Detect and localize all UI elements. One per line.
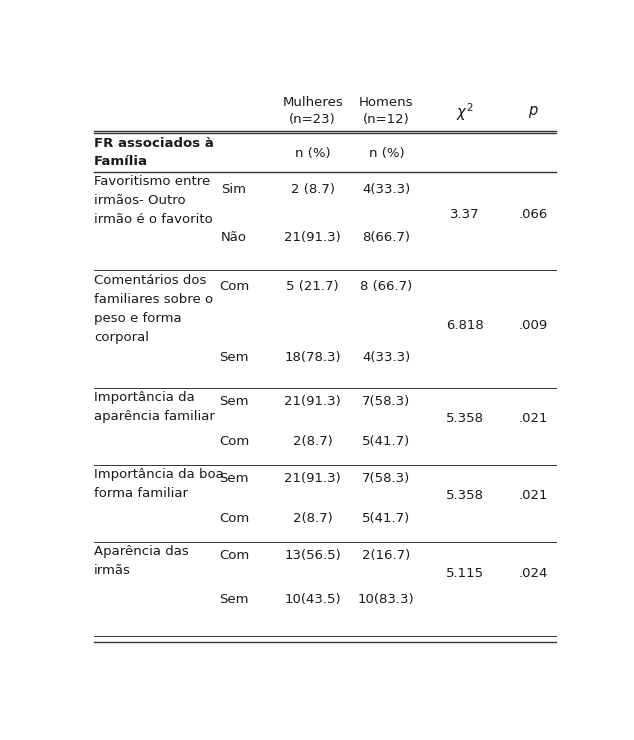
Text: 5.115: 5.115 (446, 568, 484, 580)
Text: 10(83.3): 10(83.3) (358, 593, 415, 606)
Text: Não: Não (221, 231, 247, 244)
Text: 7(58.3): 7(58.3) (362, 472, 410, 485)
Text: $\chi^2$: $\chi^2$ (456, 101, 474, 123)
Text: 7(58.3): 7(58.3) (362, 395, 410, 408)
Text: 5(41.7): 5(41.7) (362, 512, 410, 525)
Text: 21(91.3): 21(91.3) (284, 395, 341, 408)
Text: Com: Com (219, 435, 249, 448)
Text: 8 (66.7): 8 (66.7) (360, 280, 413, 293)
Text: 4(33.3): 4(33.3) (362, 351, 410, 363)
Text: 2(8.7): 2(8.7) (293, 512, 332, 525)
Text: Sem: Sem (219, 351, 249, 363)
Text: 2 (8.7): 2 (8.7) (290, 183, 335, 196)
Text: 21(91.3): 21(91.3) (284, 472, 341, 485)
Text: 13(56.5): 13(56.5) (284, 549, 341, 562)
Text: 4(33.3): 4(33.3) (362, 183, 410, 196)
Text: Sem: Sem (219, 395, 249, 408)
Text: Com: Com (219, 280, 249, 293)
Text: 8(66.7): 8(66.7) (363, 231, 410, 244)
Text: .021: .021 (519, 489, 548, 502)
Text: $p$: $p$ (528, 104, 539, 120)
Text: Importância da
aparência familiar: Importância da aparência familiar (94, 391, 215, 423)
Text: 5.358: 5.358 (446, 489, 484, 502)
Text: Aparência das
irmãs: Aparência das irmãs (94, 545, 189, 576)
Text: FR associados à
Família: FR associados à Família (94, 137, 214, 167)
Text: 5.358: 5.358 (446, 412, 484, 425)
Text: 18(78.3): 18(78.3) (284, 351, 341, 363)
Text: .066: .066 (519, 208, 548, 221)
Text: .009: .009 (519, 320, 548, 332)
Text: Com: Com (219, 512, 249, 525)
Text: Comentários dos
familiares sobre o
peso e forma
corporal: Comentários dos familiares sobre o peso … (94, 274, 213, 343)
Text: 21(91.3): 21(91.3) (284, 231, 341, 244)
Text: 2(8.7): 2(8.7) (293, 435, 332, 448)
Text: Importância da boa
forma familiar: Importância da boa forma familiar (94, 468, 224, 500)
Text: Sem: Sem (219, 593, 249, 606)
Text: Favoritismo entre
irmãos- Outro
irmão é o favorito: Favoritismo entre irmãos- Outro irmão é … (94, 175, 213, 226)
Text: Sim: Sim (221, 183, 247, 196)
Text: 5(41.7): 5(41.7) (362, 435, 410, 448)
Text: 6.818: 6.818 (446, 320, 484, 332)
Text: Homens
(n=12): Homens (n=12) (359, 96, 413, 127)
Text: Com: Com (219, 549, 249, 562)
Text: .021: .021 (519, 412, 548, 425)
Text: 10(43.5): 10(43.5) (284, 593, 341, 606)
Text: Mulheres
(n=23): Mulheres (n=23) (282, 96, 343, 127)
Text: n (%): n (%) (295, 147, 330, 160)
Text: 5 (21.7): 5 (21.7) (287, 280, 339, 293)
Text: Sem: Sem (219, 472, 249, 485)
Text: 2(16.7): 2(16.7) (362, 549, 410, 562)
Text: n (%): n (%) (368, 147, 404, 160)
Text: 3.37: 3.37 (450, 208, 480, 221)
Text: .024: .024 (519, 568, 548, 580)
